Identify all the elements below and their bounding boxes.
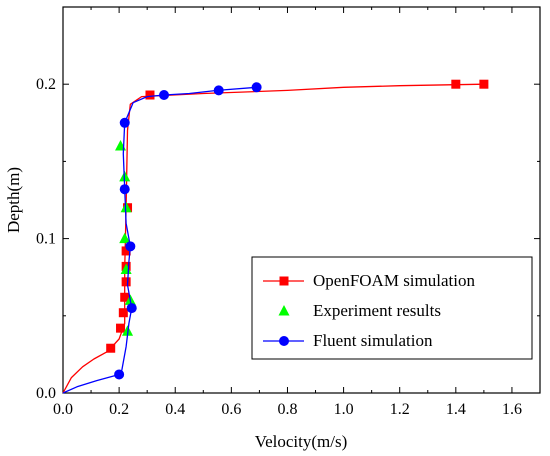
data-point-openfoam [451,79,461,89]
x-tick-label: 0.8 [277,401,297,418]
x-tick-label: 1.2 [390,401,410,418]
x-tick-label: 0.2 [109,401,129,418]
x-tick-label: 0.0 [53,401,73,418]
data-point-openfoam [121,246,131,256]
axis-ticks [62,7,540,394]
x-tick-label: 1.0 [334,401,354,418]
data-point-experiment [120,201,132,213]
legend-label-experiment: Experiment results [313,301,441,320]
legend-marker-fluent [279,336,289,346]
x-tick-label: 1.6 [502,401,522,418]
legend-label-fluent: Fluent simulation [313,331,433,350]
data-point-openfoam [106,343,116,353]
legend-label-openfoam: OpenFOAM simulation [313,271,475,290]
legend-marker-openfoam [279,276,289,286]
data-point-openfoam [118,308,128,318]
plot-frame [62,6,541,394]
data-point-fluent [159,90,170,101]
data-point-fluent [119,117,130,128]
x-tick-label: 1.4 [446,401,466,418]
series-fluent [62,82,262,394]
y-tick-label: 0.1 [36,231,56,248]
data-point-fluent [114,369,125,380]
data-point-openfoam [479,79,489,89]
data-point-openfoam [116,323,126,333]
data-point-experiment [119,232,131,244]
axis-tick-labels: 0.0 0.2 0.4 0.6 0.8 1.0 1.2 1.4 1.6 0.0 0.1 0.2 [36,76,522,418]
data-point-fluent [251,82,262,93]
y-tick-label: 0.2 [36,76,56,93]
legend-box [251,256,533,360]
data-point-fluent [213,85,224,96]
legend-marker-experiment [278,305,290,316]
y-tick-label: 0.0 [36,385,56,402]
data-point-fluent [125,241,136,252]
series-line-fluent [62,86,257,394]
data-point-openfoam [145,90,155,100]
x-tick-label: 0.6 [221,401,241,418]
y-axis-title: Depth(m) [4,167,23,233]
series-layer [62,79,489,394]
data-point-fluent [126,303,137,314]
data-point-openfoam [121,277,131,287]
legend-keys [263,276,304,346]
x-axis-title: Velocity(m/s) [255,432,348,451]
x-tick-label: 0.4 [165,401,185,418]
data-point-openfoam [120,292,130,302]
legend: OpenFOAM simulation Experiment results F… [251,256,533,360]
data-point-fluent [119,184,130,195]
